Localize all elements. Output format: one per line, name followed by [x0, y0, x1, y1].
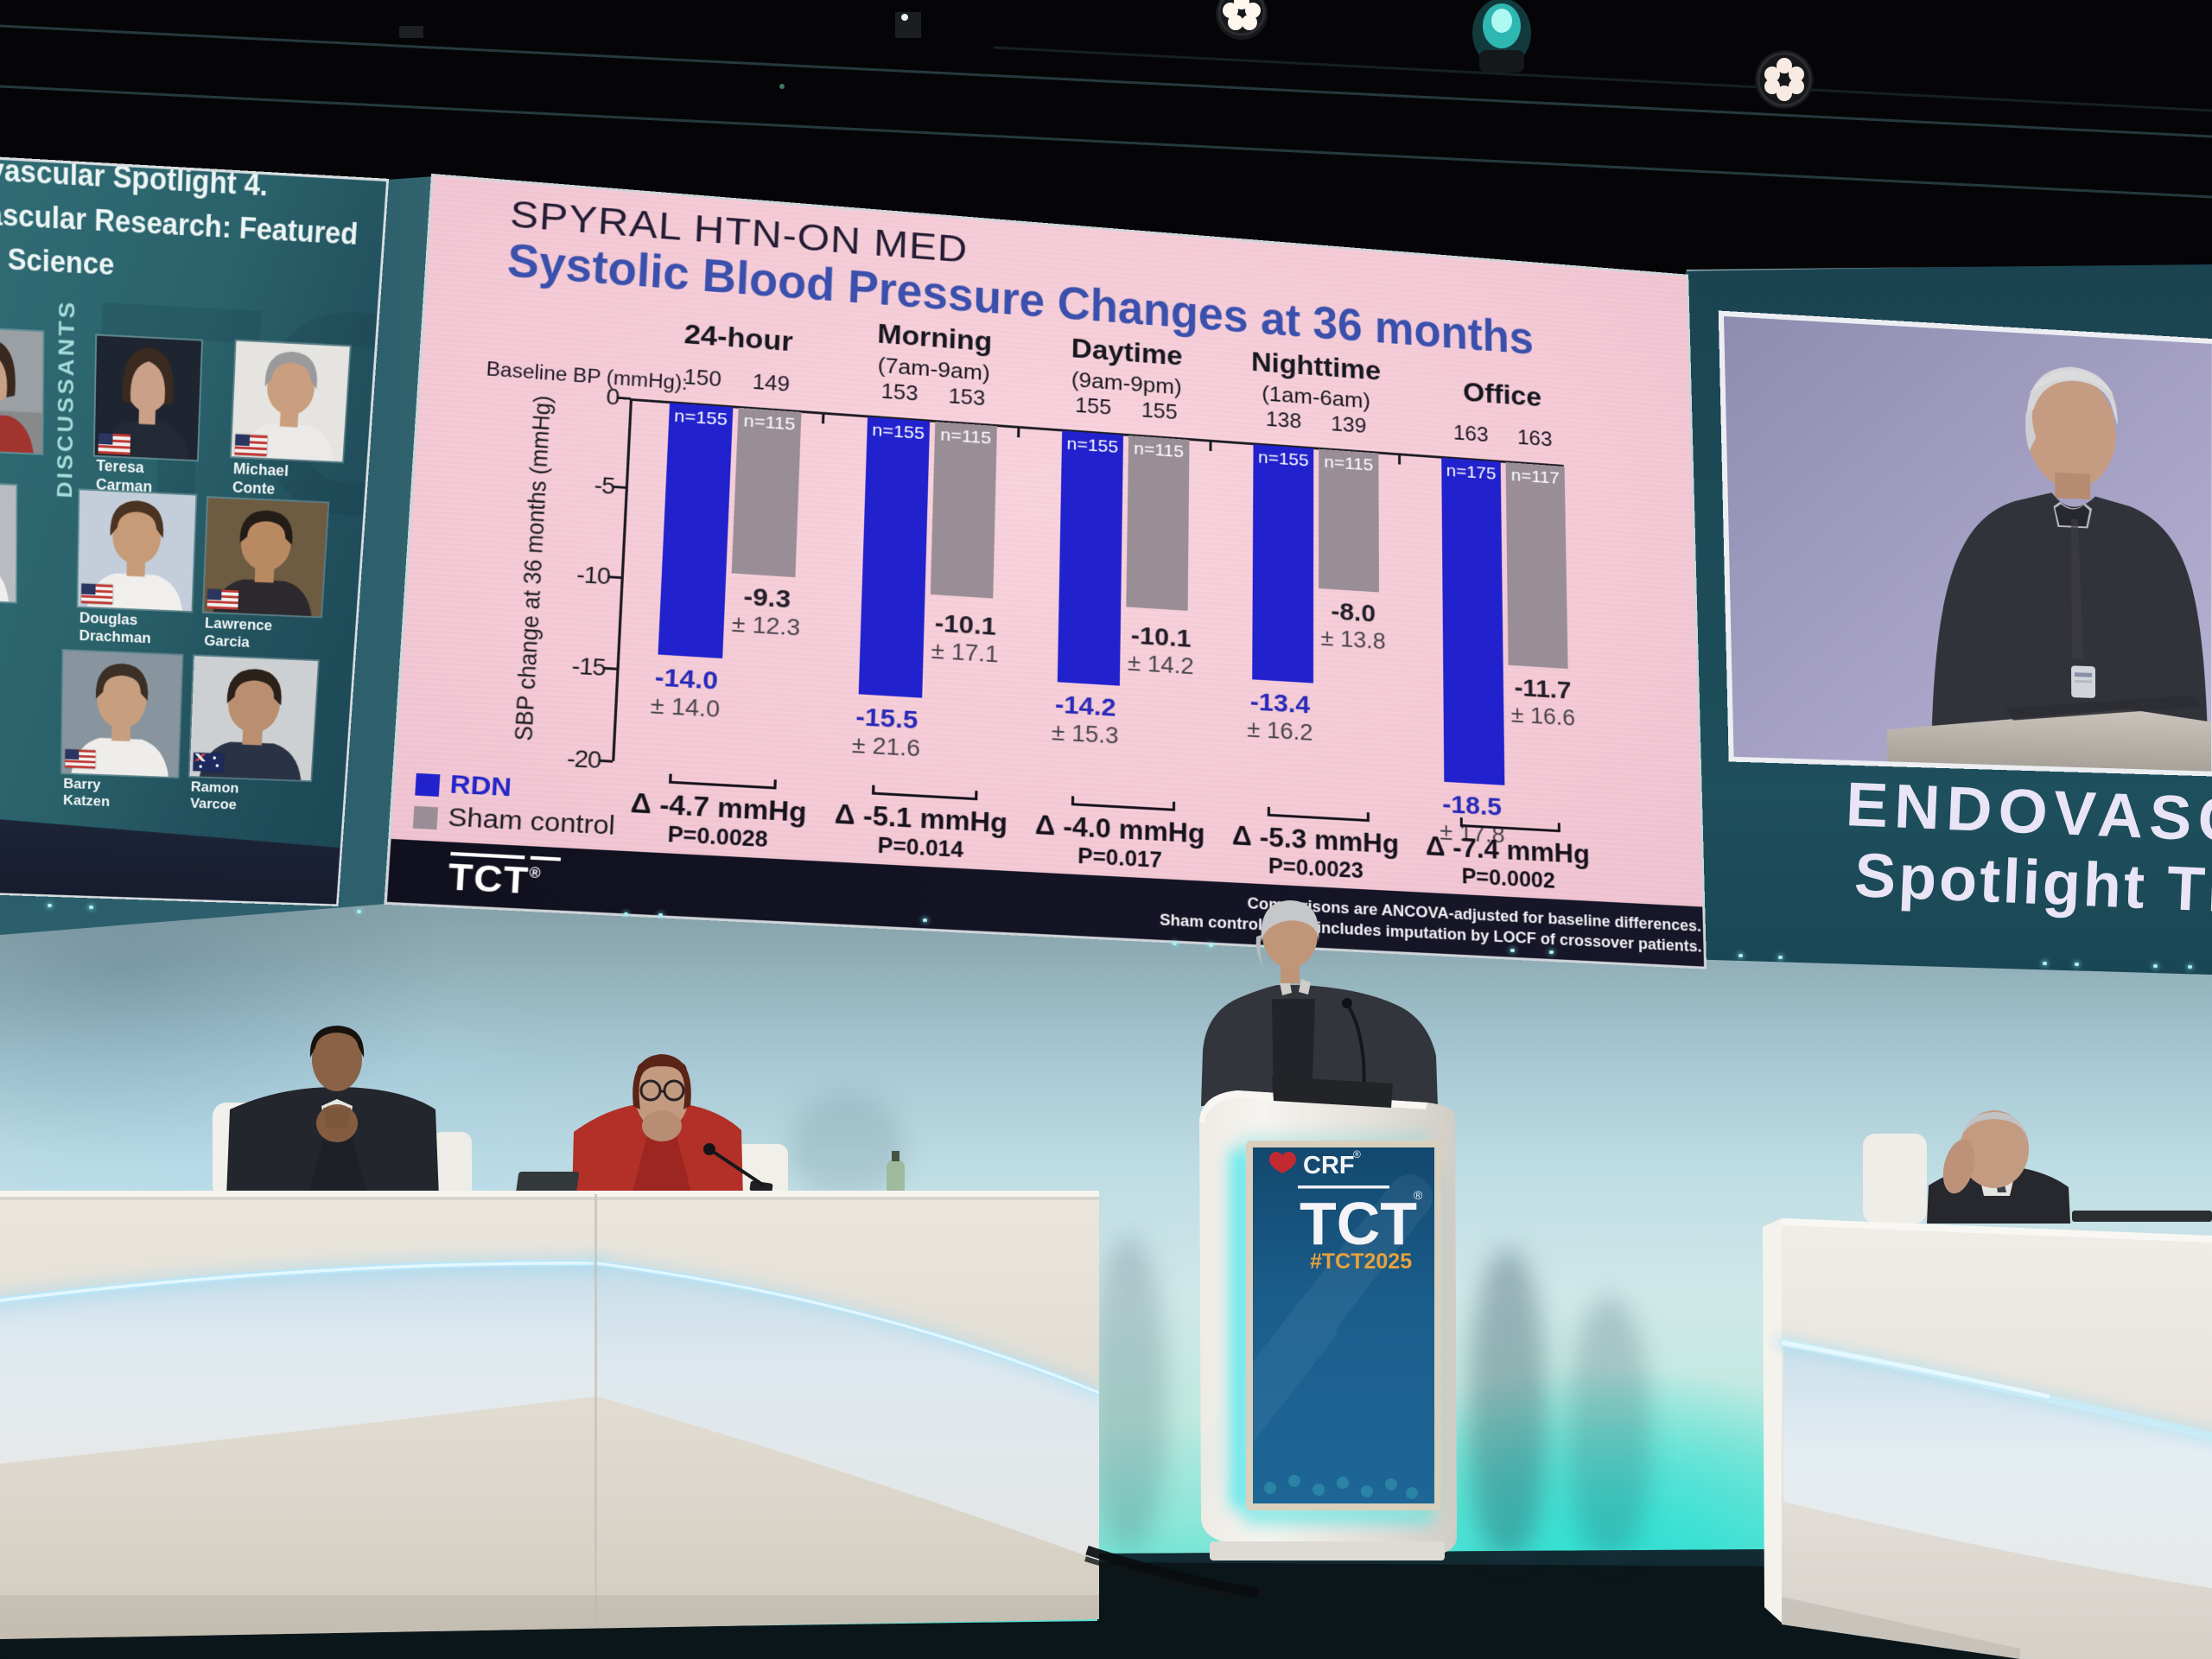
- svg-text:CRF: CRF: [1303, 1152, 1355, 1179]
- svg-text:®: ®: [1414, 1188, 1423, 1202]
- svg-text:#TCT2025: #TCT2025: [1310, 1249, 1412, 1274]
- svg-text:TCT: TCT: [1300, 1190, 1417, 1257]
- svg-text:®: ®: [1353, 1148, 1361, 1160]
